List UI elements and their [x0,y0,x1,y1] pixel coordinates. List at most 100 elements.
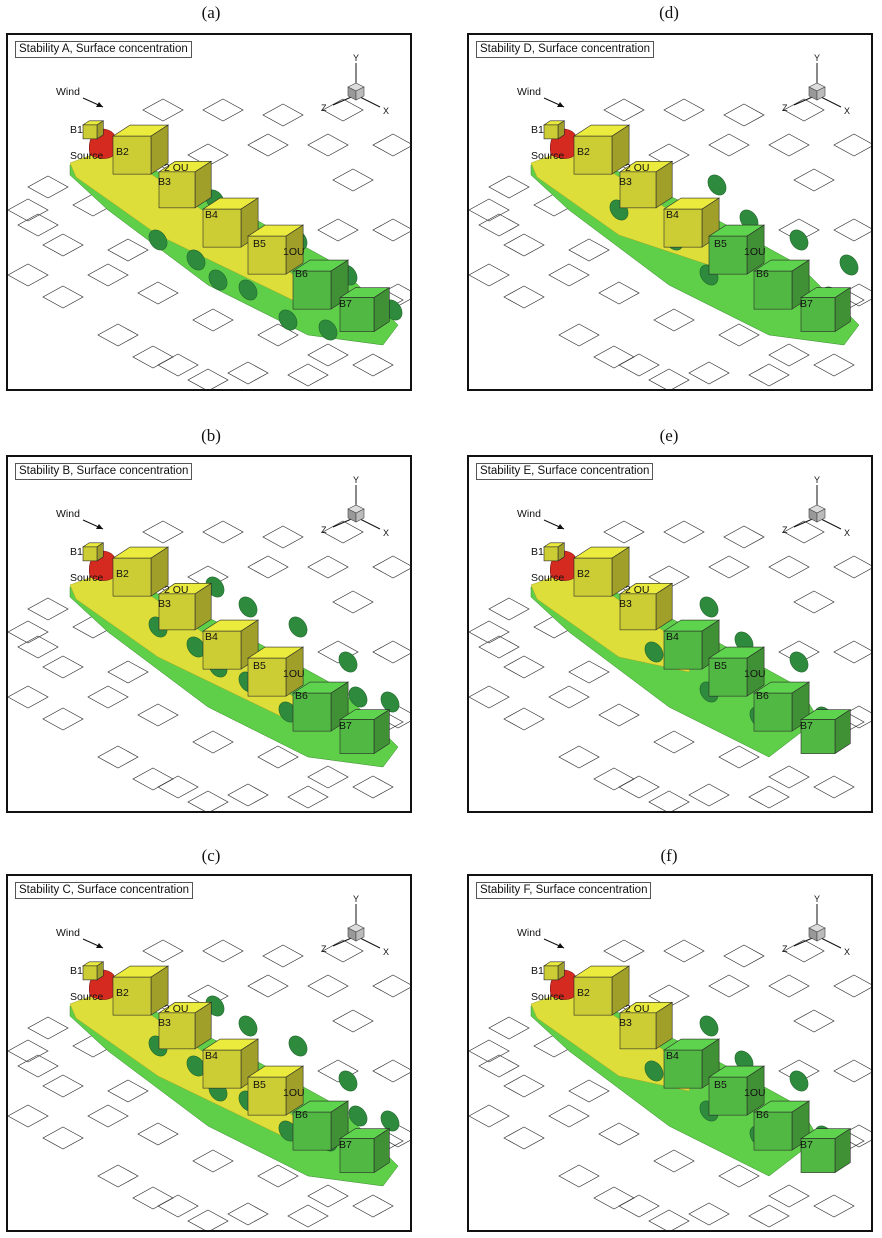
ou-label-upper: 2 OU [164,584,189,596]
panel-letter-a: (a) [201,3,221,22]
grid-block [768,343,810,367]
building-b7 [338,287,391,333]
axis-z-label: Z [782,944,788,954]
grid-block [262,944,304,968]
building-b1 [81,120,105,140]
concentration-patch [644,1060,664,1082]
grid-block [42,655,84,679]
source-label: Source [70,991,103,1003]
building-label: B3 [158,176,171,188]
grid-block [748,785,790,809]
grid-block [503,1126,545,1150]
building-b2 [111,124,170,175]
grid-block [618,1194,660,1218]
grid-block [768,974,810,998]
grid-block [708,974,750,998]
grid-block [8,263,49,287]
building-label: B4 [205,631,218,643]
axis-z-label: Z [321,944,327,954]
grid-block [663,939,705,963]
grid-block [307,765,349,789]
concentration-patch [318,319,338,341]
axis-z-label: Z [782,103,788,113]
building-label: B1 [531,546,544,558]
grid-block [97,323,139,347]
panel-title: Stability E, Surface concentration [476,463,654,480]
grid-block [257,323,299,347]
grid-block [488,175,530,199]
grid-block [372,640,410,664]
grid-block [593,767,635,791]
concentration-patch [348,1105,368,1127]
grid-block [352,353,394,377]
grid-block [688,783,730,807]
building-b3 [157,582,213,631]
grid-block [17,635,59,659]
building-b6 [752,681,811,732]
grid-block [833,974,871,998]
axis-triad: Y X Z [321,894,389,957]
building-label: B2 [116,568,129,580]
grid-block [142,939,184,963]
grid-block [603,98,645,122]
grid-block [813,353,855,377]
ou-label-lower: 1OU [283,1087,305,1099]
building-label: B5 [253,238,266,250]
building-b7 [338,709,391,755]
panel-letter-b: (b) [201,426,221,445]
building-b7 [799,287,852,333]
building-b5 [707,1065,766,1116]
grid-block [469,1104,510,1128]
grid-block [322,98,364,122]
grid-block [768,555,810,579]
grid-block [718,745,760,769]
building-label: B1 [70,546,83,558]
grid-block [202,939,244,963]
building-label: B1 [70,124,83,136]
axis-y-label: Y [353,894,359,904]
wind-arrowhead [96,524,103,529]
ground-grid [469,939,871,1230]
axis-triad: Y X Z [782,53,850,116]
grid-block [618,775,660,799]
grid-block [132,767,174,791]
grid-block [107,1079,149,1103]
grid-block [488,597,530,621]
grid-block [87,1104,129,1128]
building-b1 [542,961,566,981]
ground-grid [469,98,871,389]
grid-block [132,1186,174,1210]
grid-block [372,1059,410,1083]
grid-block [568,1079,610,1103]
grid-block [783,520,825,544]
concentration-patch [278,309,298,331]
wind-arrowhead [557,943,564,948]
building-b3 [157,1001,213,1050]
grid-block [187,790,229,811]
grid-block [768,1184,810,1208]
panel-d: B1 B2 B3 B4 B5 B6 B7 Wind Source 2 OU 1OU Y X Z Stabi… [467,33,873,391]
axis-x-label: X [383,947,389,957]
grid-block [142,520,184,544]
panel-letter-f: (f) [660,846,678,865]
grid-block [247,133,289,157]
grid-block [648,790,690,811]
grid-block [793,1009,835,1033]
building-b5 [246,646,305,697]
panel-title: Stability F, Surface concentration [476,882,652,899]
grid-block [548,685,590,709]
grid-block [107,238,149,262]
grid-block [157,775,199,799]
grid-block [192,308,234,332]
panel-b: B1 B2 B3 B4 B5 B6 B7 Wind Source 2 OU 1OU Y X Z Stabi… [6,455,412,813]
grid-block [469,620,510,644]
building-b2 [111,965,170,1016]
grid-block [372,218,410,242]
wind-label: Wind [517,86,541,98]
building-b1 [81,542,105,562]
axis-x-label: X [844,528,850,538]
wind-arrowhead [557,102,564,107]
grid-block [503,233,545,257]
wind-label: Wind [56,508,80,520]
building-label: B3 [619,598,632,610]
